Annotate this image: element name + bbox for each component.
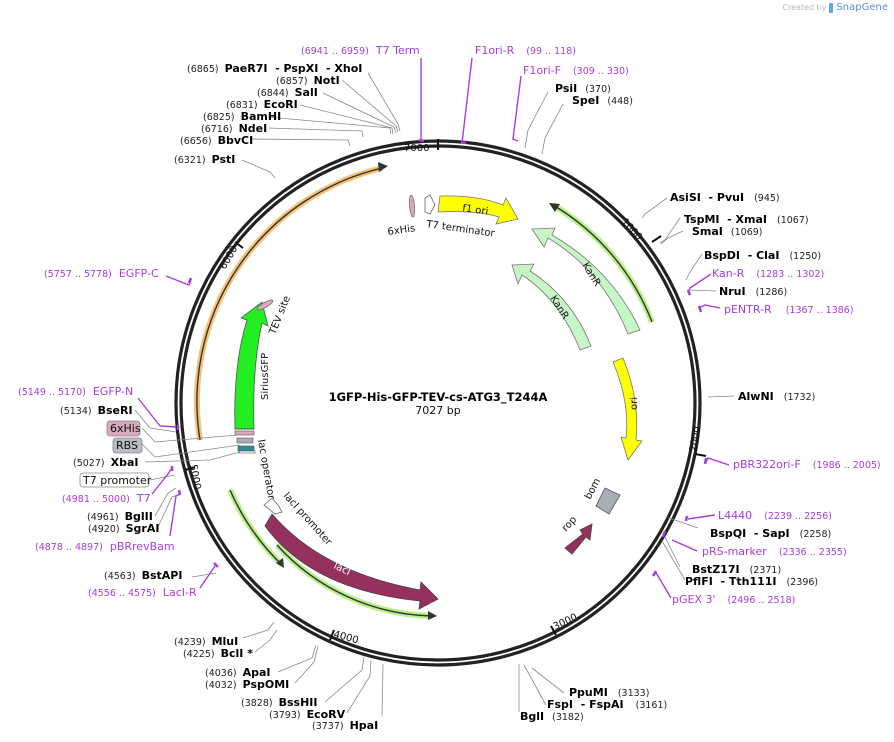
primer-f1ori-r[interactable]: F1ori-R (99 .. 118) (475, 44, 576, 57)
site-bspdi-clai[interactable]: BspDI - ClaI (1250) (704, 249, 821, 262)
feature-label-ori: ori (629, 397, 640, 410)
site-ecori[interactable]: (6831) EcoRI (226, 98, 298, 111)
boxed-text-6xhis: 6xHis (110, 422, 141, 435)
feature-label-t7-terminator: T7 terminator (425, 219, 497, 240)
site-bgli[interactable]: BglI (3182) (520, 710, 584, 723)
feature-rop[interactable]: rop (560, 514, 593, 555)
site-bsshii[interactable]: (3828) BssHII (241, 696, 317, 709)
site-noti[interactable]: (6857) NotI (276, 74, 340, 87)
primer-laci-r[interactable]: (4556 .. 4575) LacI-R (88, 586, 197, 599)
tick-label-2000: 2000 (688, 426, 703, 453)
primer-pentr-r[interactable]: pENTR-R (1367 .. 1386) (724, 303, 854, 316)
site-sgrai[interactable]: (4920) SgrAI (88, 522, 159, 535)
primer-prs-marker[interactable]: pRS-marker (2336 .. 2355) (702, 545, 847, 558)
feature-laci[interactable]: lacI (264, 513, 439, 610)
site-smai[interactable]: SmaI (1069) (692, 225, 763, 238)
boxed-label-6xhis[interactable]: 6xHis (106, 420, 141, 437)
primer-egfp-n[interactable]: (5149 .. 5170) EGFP-N (18, 385, 133, 398)
sites-left: (6865) PaeR7I - PspXI - XhoI (6857) NotI (… (60, 62, 378, 732)
feature-ori[interactable]: ori (612, 357, 643, 461)
site-mlui[interactable]: (4239) MluI (174, 635, 238, 648)
site-bamhi[interactable]: (6825) BamHI (203, 110, 281, 123)
site-sali[interactable]: (6844) SalI (257, 86, 318, 99)
leader-lines-left (134, 72, 401, 717)
site-hpai[interactable]: (3737) HpaI (312, 719, 378, 732)
primer-t7-term[interactable]: (6941 .. 6959) T7 Term (301, 44, 420, 57)
feature-label-f1-ori: f1 ori (462, 203, 489, 218)
plasmid-name: 1GFP-His-GFP-TEV-cs-ATG3_T244A (329, 390, 548, 405)
site-apai[interactable]: (4036) ApaI (205, 666, 271, 679)
site-ndei[interactable]: (6716) NdeI (201, 122, 267, 135)
feature-siriusgfp[interactable]: SiriusGFP (234, 301, 271, 430)
primer-markers (170, 138, 708, 577)
site-fspi-fspai[interactable]: FspI - FspAI (3161) (547, 698, 667, 711)
site-bstz17i[interactable]: BstZ17I (2371) (692, 563, 781, 576)
leader-lines-right (518, 91, 735, 712)
boxed-text-rbs: RBS (116, 439, 138, 452)
site-ecorv[interactable]: (3793) EcoRV (269, 708, 346, 721)
site-ppumi[interactable]: PpuMI (3133) (569, 686, 649, 699)
feature-bom[interactable]: bom (583, 477, 621, 515)
site-pflfi-tth111i[interactable]: PflFI - Tth111I (2396) (685, 575, 818, 588)
site-bstapi[interactable]: (4563) BstAPI (104, 569, 182, 582)
site-tspmi-xmai[interactable]: TspMI - XmaI (1067) (684, 213, 809, 226)
credit-brand: SnapGene (836, 2, 888, 13)
primer-egfp-c[interactable]: (5757 .. 5778) EGFP-C (44, 267, 159, 280)
sites-right: PsiI (370) SpeI (448) AsiSI - PvuI (945) Ts… (520, 82, 831, 723)
boxed-label-rbs[interactable]: RBS (112, 437, 143, 454)
primer-labels: (6941 .. 6959) T7 Term F1ori-R (99 .. 118)… (18, 44, 881, 606)
feature-kanr-inner[interactable]: KanR (511, 263, 592, 351)
feature-label-rop: rop (560, 514, 579, 534)
orf-arc-orange (193, 162, 388, 441)
orf-arc-green-laci (227, 488, 437, 620)
site-bseri[interactable]: (5134) BseRI (60, 404, 133, 417)
primer-pbr322ori-f[interactable]: pBR322ori-F (1986 .. 2005) (733, 458, 881, 471)
primer-pgex-3[interactable]: pGEX 3' (2496 .. 2518) (672, 593, 795, 606)
site-bspqi-sapi[interactable]: BspQI - SapI (2258) (710, 527, 831, 540)
tick-label-5000: 5000 (187, 464, 202, 491)
feature-lac-operator-stack[interactable]: lac operator (234, 430, 277, 501)
snapgene-credit: Created by SnapGene (782, 2, 888, 13)
tick-label-3000: 3000 (552, 612, 580, 633)
tick-marks (184, 139, 707, 641)
feature-label-siriusgfp: SiriusGFP (260, 353, 271, 400)
boxed-label-t7-promoter[interactable]: T7 promoter (79, 472, 152, 488)
tick-label-1000: 1000 (619, 217, 644, 243)
credit-prefix: Created by (782, 3, 827, 12)
site-psii[interactable]: PsiI (370) (555, 82, 611, 95)
feature-label-lac-operator: lac operator (255, 439, 277, 501)
site-psti[interactable]: (6321) PstI (174, 153, 235, 166)
snapgene-logo-icon (829, 2, 834, 13)
site-paer7i-pspxi-xhoi[interactable]: (6865) PaeR7I - PspXI - XhoI (187, 62, 362, 75)
site-pspomi[interactable]: (4032) PspOMI (205, 678, 289, 691)
tick-label-7000: 7000 (404, 143, 429, 154)
boxed-text-t7-promoter: T7 promoter (82, 474, 152, 487)
feature-kanr-outer[interactable]: KanR (531, 227, 641, 335)
site-bbvci[interactable]: (6656) BbvCI (180, 134, 253, 147)
primer-kan-r[interactable]: Kan-R (1283 .. 1302) (712, 267, 824, 280)
site-alwni[interactable]: AlwNI (1732) (738, 390, 815, 403)
primer-pbrrevbam[interactable]: (4878 .. 4897) pBRrevBam (35, 540, 175, 553)
plasmid-length: 7027 bp (415, 404, 460, 417)
site-bglii[interactable]: (4961) BglII (87, 510, 153, 523)
feature-6xhis-top[interactable]: 6xHis (387, 194, 416, 238)
primer-l4440[interactable]: L4440 (2239 .. 2256) (718, 509, 832, 522)
orf-arc-green-kanr (549, 202, 655, 324)
site-xbai[interactable]: (5027) XbaI (73, 456, 138, 469)
feature-label-6xhis: 6xHis (387, 223, 416, 238)
site-spei[interactable]: SpeI (448) (572, 94, 633, 107)
primer-t7[interactable]: (4981 .. 5000) T7 (62, 492, 151, 505)
site-nrui[interactable]: NruI (1286) (719, 285, 787, 298)
site-bcli[interactable]: (4225) BclI * (183, 647, 253, 660)
primer-f1ori-f[interactable]: F1ori-F (309 .. 330) (523, 64, 629, 77)
site-asisi-pvui[interactable]: AsiSI - PvuI (945) (670, 191, 780, 204)
feature-f1-ori[interactable]: f1 ori (437, 195, 519, 225)
